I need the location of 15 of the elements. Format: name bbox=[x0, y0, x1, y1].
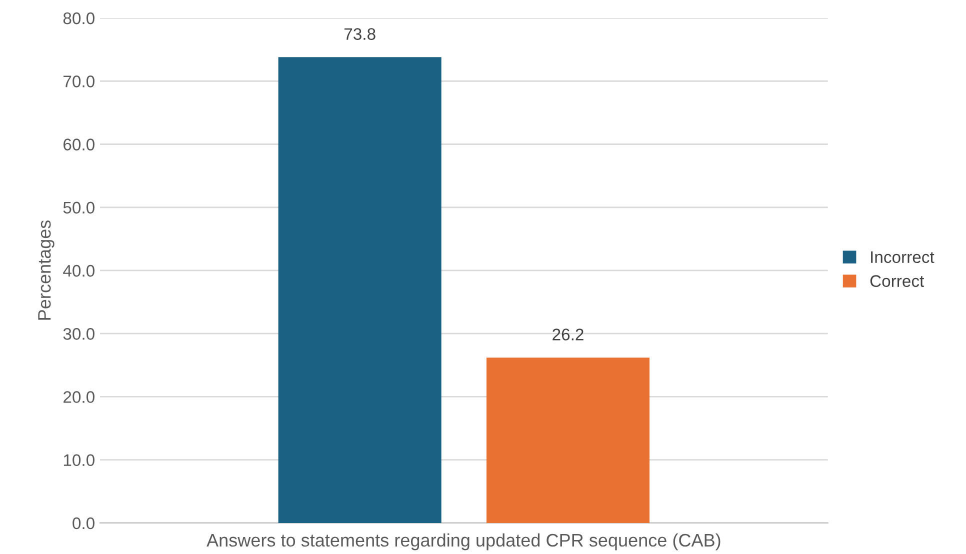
legend-label: Incorrect bbox=[871, 251, 934, 264]
y-tick-label: 20.0 bbox=[64, 391, 94, 403]
y-tick-label: 30.0 bbox=[63, 328, 94, 340]
legend-label: Correct bbox=[870, 275, 924, 287]
y-tick-label: 10.0 bbox=[64, 454, 94, 466]
y-tick-label: 60.0 bbox=[64, 138, 94, 150]
y-tick-label: 70.0 bbox=[64, 76, 94, 88]
data-label: 73.8 bbox=[344, 28, 376, 40]
y-tick-label: 40.0 bbox=[63, 264, 94, 277]
y-tick-label: 80.0 bbox=[63, 12, 94, 24]
y-tick-label: 0.0 bbox=[72, 517, 94, 530]
y-axis-title: Percentages bbox=[38, 220, 54, 320]
y-tick-label: 50.0 bbox=[63, 202, 94, 214]
x-axis-title: Answers to statements regarding updated CPR sequence (CAB) bbox=[206, 533, 720, 550]
data-label: 26.2 bbox=[552, 328, 584, 340]
